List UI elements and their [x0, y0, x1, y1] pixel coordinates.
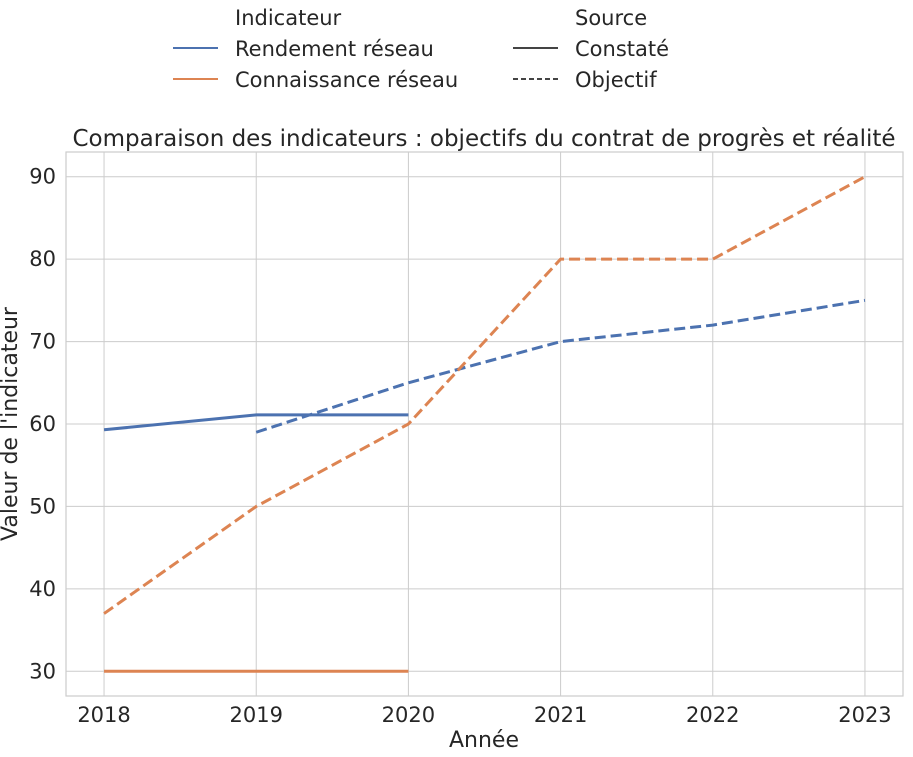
series-line-rendement-objectif	[255, 298, 866, 434]
y-tick-label-50: 50	[29, 494, 56, 518]
y-axis-label: Valeur de l'indicateur	[0, 306, 23, 541]
y-tick-label-70: 70	[29, 330, 56, 354]
series-line-connaissance-objectif	[103, 175, 866, 615]
legend-source-title: Source	[575, 6, 647, 30]
y-tick-label-80: 80	[29, 247, 56, 271]
x-tick-label-2019: 2019	[230, 703, 283, 727]
legend-label-rendement: Rendement réseau	[235, 37, 434, 61]
y-tick-label-30: 30	[29, 659, 56, 683]
x-tick-label-2023: 2023	[838, 703, 891, 727]
legend-label-objectif: Objectif	[575, 68, 657, 92]
series-line-rendement-constate	[103, 413, 409, 432]
y-tick-label-40: 40	[29, 577, 56, 601]
grid	[66, 152, 903, 696]
y-tick-label-60: 60	[29, 412, 56, 436]
legend-label-connaissance: Connaissance réseau	[235, 68, 458, 92]
series-layer	[103, 175, 866, 673]
x-tick-label-2022: 2022	[686, 703, 739, 727]
x-tick-label-2020: 2020	[382, 703, 435, 727]
x-tick-label-2021: 2021	[534, 703, 587, 727]
tick-labels: 2018 2019 2020 2021 2022 2023 30 40 50 60 70 80 90	[29, 165, 891, 727]
x-axis-label: Année	[449, 728, 519, 753]
legend-label-constate: Constaté	[575, 37, 669, 61]
y-tick-label-90: 90	[29, 165, 56, 189]
plot-area-frame	[65, 151, 904, 697]
legend-indicator-title: Indicateur	[235, 6, 342, 30]
x-tick-label-2018: 2018	[77, 703, 130, 727]
legend: Indicateur Rendement réseau Connaissance…	[173, 6, 669, 92]
chart-title: Comparaison des indicateurs : objectifs …	[72, 126, 895, 152]
